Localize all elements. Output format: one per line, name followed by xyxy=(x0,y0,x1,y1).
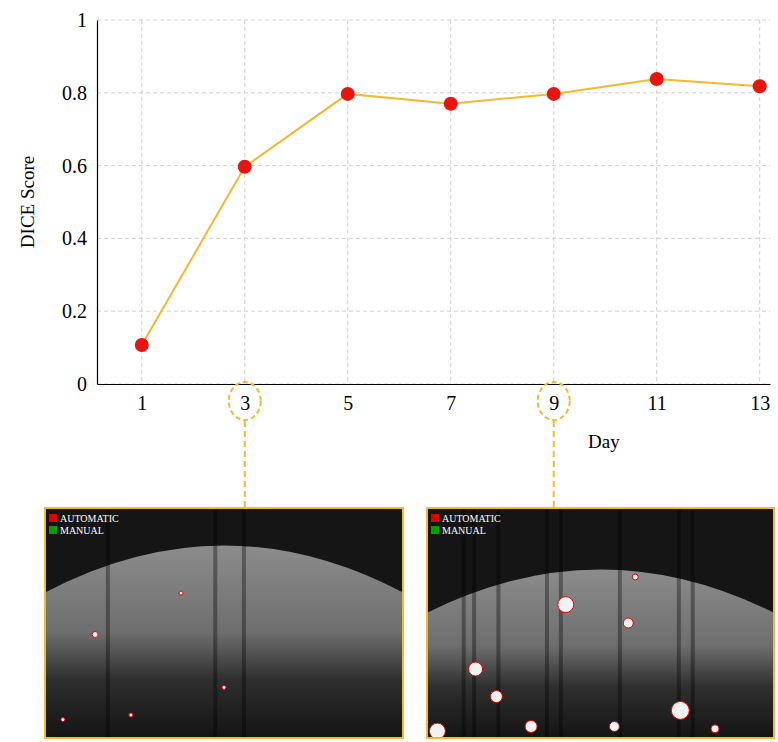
inset-lesion xyxy=(222,685,226,689)
inset-image xyxy=(45,508,403,738)
tick: 1 xyxy=(137,384,147,414)
grid-line-x xyxy=(244,20,245,384)
inset-shadow xyxy=(462,508,466,738)
axis-line xyxy=(98,384,771,385)
grid-line-y xyxy=(97,311,770,312)
inset-lesion xyxy=(490,691,502,703)
inset-shadow xyxy=(242,508,246,738)
grid-line-y xyxy=(97,238,770,239)
chart: 13579111300.20.40.60.81DICE ScoreDayAUTO… xyxy=(0,0,778,742)
tick: 0.4 xyxy=(62,227,97,249)
inset-lesion xyxy=(429,723,445,738)
tick: 0 xyxy=(77,373,97,395)
inset-lesion xyxy=(61,718,65,722)
inset-lesion xyxy=(129,713,133,717)
tick: 9 xyxy=(549,384,559,414)
marker xyxy=(135,338,149,352)
grid xyxy=(97,20,770,384)
inset-lesion xyxy=(525,721,537,733)
marker xyxy=(238,160,252,174)
x-axis-title: Day xyxy=(588,431,620,452)
inset-legend-swatch xyxy=(431,526,439,534)
tick-label: 13 xyxy=(750,392,770,414)
inset-frame xyxy=(45,508,403,738)
inset-legend-label: MANUAL xyxy=(442,525,486,536)
highlight-circle xyxy=(538,382,570,420)
marker xyxy=(444,97,458,111)
marker xyxy=(753,79,767,93)
tick-label: 7 xyxy=(446,392,456,414)
inset-lesion xyxy=(632,574,638,580)
tick: 0.2 xyxy=(62,300,97,322)
inset-shadow xyxy=(213,508,217,738)
tick-label: 9 xyxy=(549,392,559,414)
inset-shadow xyxy=(618,508,622,738)
inset-shadow xyxy=(106,508,110,738)
plot-area xyxy=(135,72,767,352)
tick-label: 5 xyxy=(343,392,353,414)
grid-line-x xyxy=(141,20,142,384)
connector xyxy=(553,421,555,508)
inset-tissue xyxy=(45,546,403,739)
axis-line xyxy=(97,21,98,385)
connector xyxy=(244,421,246,508)
inset-lesion xyxy=(609,722,619,732)
marker xyxy=(547,87,561,101)
tick: 3 xyxy=(240,384,250,414)
tick-label: 0.6 xyxy=(62,155,87,177)
line xyxy=(142,79,760,345)
inset-lesion xyxy=(469,662,483,676)
grid-line-y xyxy=(97,165,770,166)
inset-tissue xyxy=(427,570,774,739)
tick-label: 0 xyxy=(77,373,87,395)
inset-legend-label: AUTOMATIC xyxy=(60,513,119,524)
tick: 13 xyxy=(750,384,770,414)
tick-label: 1 xyxy=(77,9,87,31)
marker xyxy=(650,72,664,86)
inset-lesion xyxy=(671,701,689,719)
grid-line-y xyxy=(97,92,770,93)
inset-shadow xyxy=(545,508,549,738)
grid-line-y xyxy=(97,384,770,385)
inset-legend-swatch xyxy=(431,514,439,522)
inset-legend-label: AUTOMATIC xyxy=(442,513,501,524)
marker xyxy=(341,87,355,101)
grid-line-x xyxy=(553,20,554,384)
inset-shadow xyxy=(691,508,695,738)
grid-line-x xyxy=(759,20,760,384)
grid-line-x xyxy=(450,20,451,384)
inset-shadow xyxy=(496,508,500,738)
tick-label: 0.4 xyxy=(62,227,87,249)
inset-lesion xyxy=(92,632,98,638)
tick: 0.6 xyxy=(62,155,97,177)
inset-legend-label: MANUAL xyxy=(60,525,104,536)
tick-label: 3 xyxy=(240,392,250,414)
inset-lesion xyxy=(711,725,719,733)
grid-line-y xyxy=(97,20,770,21)
tick-label: 11 xyxy=(648,392,667,414)
y-axis-title: DICE Score xyxy=(17,156,38,248)
tick: 5 xyxy=(343,384,353,414)
inset-lesion xyxy=(558,597,574,613)
grid-line-x xyxy=(347,20,348,384)
tick-label: 0.8 xyxy=(62,82,87,104)
inset-shadow xyxy=(559,508,563,738)
y-axis: 0 0.2 0.4 0.6 0.8 1 xyxy=(62,9,98,395)
tick-label: 0.2 xyxy=(62,300,87,322)
inset-shadow xyxy=(472,508,476,738)
inset-image xyxy=(427,508,774,738)
tick: 1 xyxy=(77,9,97,31)
inset-frame xyxy=(427,508,774,738)
inset-lesion xyxy=(179,591,183,595)
inset-legend-swatch xyxy=(49,526,57,534)
inset-lesion xyxy=(623,618,633,628)
tick: 0.8 xyxy=(62,82,97,104)
x-axis: 135791113 xyxy=(98,384,771,414)
tick: 7 xyxy=(446,384,456,414)
tick-label: 1 xyxy=(137,392,147,414)
tick: 11 xyxy=(648,384,667,414)
inset-legend-swatch xyxy=(49,514,57,522)
highlight-circle xyxy=(229,382,261,420)
